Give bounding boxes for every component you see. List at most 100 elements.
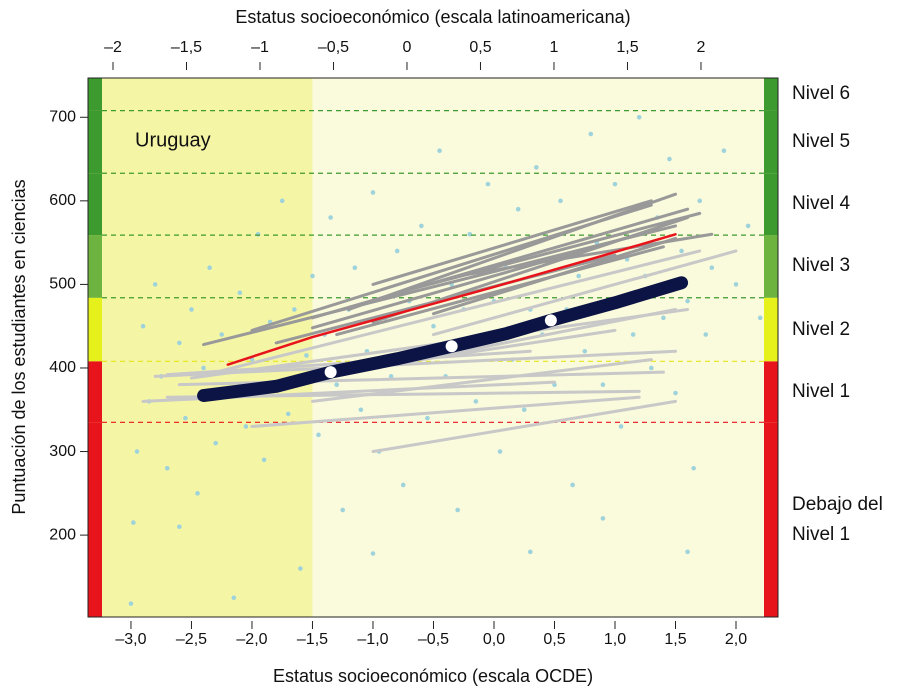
data-point [425,415,430,421]
data-point [164,465,170,471]
school-line [310,358,653,403]
y-tick-label: 300 [49,443,76,460]
level-label: Nivel 1 [792,380,851,402]
school-line [310,207,690,320]
data-point [370,190,376,195]
data-point [437,148,442,154]
data-point [582,348,588,354]
x-tick-label: 1,5 [664,631,686,648]
data-point [219,332,225,337]
x-tick-label: –0,5 [418,631,449,648]
data-point [195,491,200,496]
data-point [183,415,188,421]
data-point [340,507,346,513]
data-point [570,482,575,488]
school-line [456,232,714,278]
level-band [88,173,102,236]
y-axis-title: Puntuación de los estudiantes en ciencia… [9,179,29,514]
x2-tick-label: –1 [251,39,269,56]
level-label: Debajo del Nivel 1 [792,493,883,545]
school-line [310,232,641,330]
x2-tick-label: 0,5 [469,39,491,56]
x2-tick-label: –1,5 [171,39,202,56]
data-point [134,449,140,454]
x-axis-title: Estatus socioeconómico (escala OCDE) [273,666,593,686]
data-point [201,365,206,371]
x2-tick-label: 0 [403,39,412,56]
x-tick-label: 2,0 [725,631,747,648]
data-point [600,382,606,387]
data-point [649,365,654,371]
data-point [612,181,618,187]
data-point [177,524,182,530]
data-point [207,265,212,270]
level-label: Nivel 6 [792,83,851,105]
x2-axis-title: Estatus socioeconómico (escala latinoame… [235,7,630,27]
x-tick-label: –2,0 [236,631,267,648]
data-point [177,340,182,346]
level-band [88,110,102,174]
marker [544,314,557,327]
data-point [697,198,703,204]
level-band [88,361,102,423]
x-tick-label: –1,5 [297,631,328,648]
data-point [485,181,491,187]
x2-tick-label: 1,5 [616,39,638,56]
level-band [764,297,778,362]
data-point [388,374,394,379]
data-point [285,411,291,417]
data-point [521,407,527,413]
marker [324,366,337,379]
data-point [394,248,400,254]
data-point [304,353,309,358]
data-point [576,273,581,279]
level-band [88,235,102,298]
y-tick-label: 500 [49,276,76,293]
data-point [534,165,539,170]
level-band [764,110,778,174]
data-point [128,601,134,606]
data-point [400,482,406,488]
data-point [419,223,424,229]
data-point [316,432,321,438]
data-point [467,231,473,237]
school-line [431,249,738,337]
plot-frame [87,77,779,618]
data-point [630,332,636,337]
level-band [764,235,778,298]
data-point [473,399,479,404]
y-tick-label: 600 [49,192,76,209]
data-point [679,248,684,254]
data-point [328,215,333,220]
trend-line [226,233,677,366]
level-band [764,78,778,111]
data-point [691,465,696,471]
data-point [527,549,533,555]
data-point [213,440,218,446]
x2-tick-label: 2 [697,39,706,56]
level-label: Nivel 4 [792,193,851,215]
x-tick-label: 0,5 [543,631,565,648]
x-tick-label: –1,0 [357,631,388,648]
data-point [352,265,358,270]
data-point [588,131,594,137]
level-band [88,422,102,617]
data-point [370,551,376,556]
data-point [618,424,624,429]
level-band [88,297,102,362]
data-point [600,516,606,521]
data-point [558,198,563,204]
data-point [358,407,364,413]
school-line [431,236,678,316]
data-point [685,298,690,304]
data-point [334,382,339,387]
data-point [131,520,136,525]
data-point [733,282,739,287]
school-line [371,199,653,286]
data-point [310,273,315,279]
level-band [764,361,778,423]
marker [445,340,458,353]
shaded-region [88,78,313,617]
data-point [685,549,690,555]
